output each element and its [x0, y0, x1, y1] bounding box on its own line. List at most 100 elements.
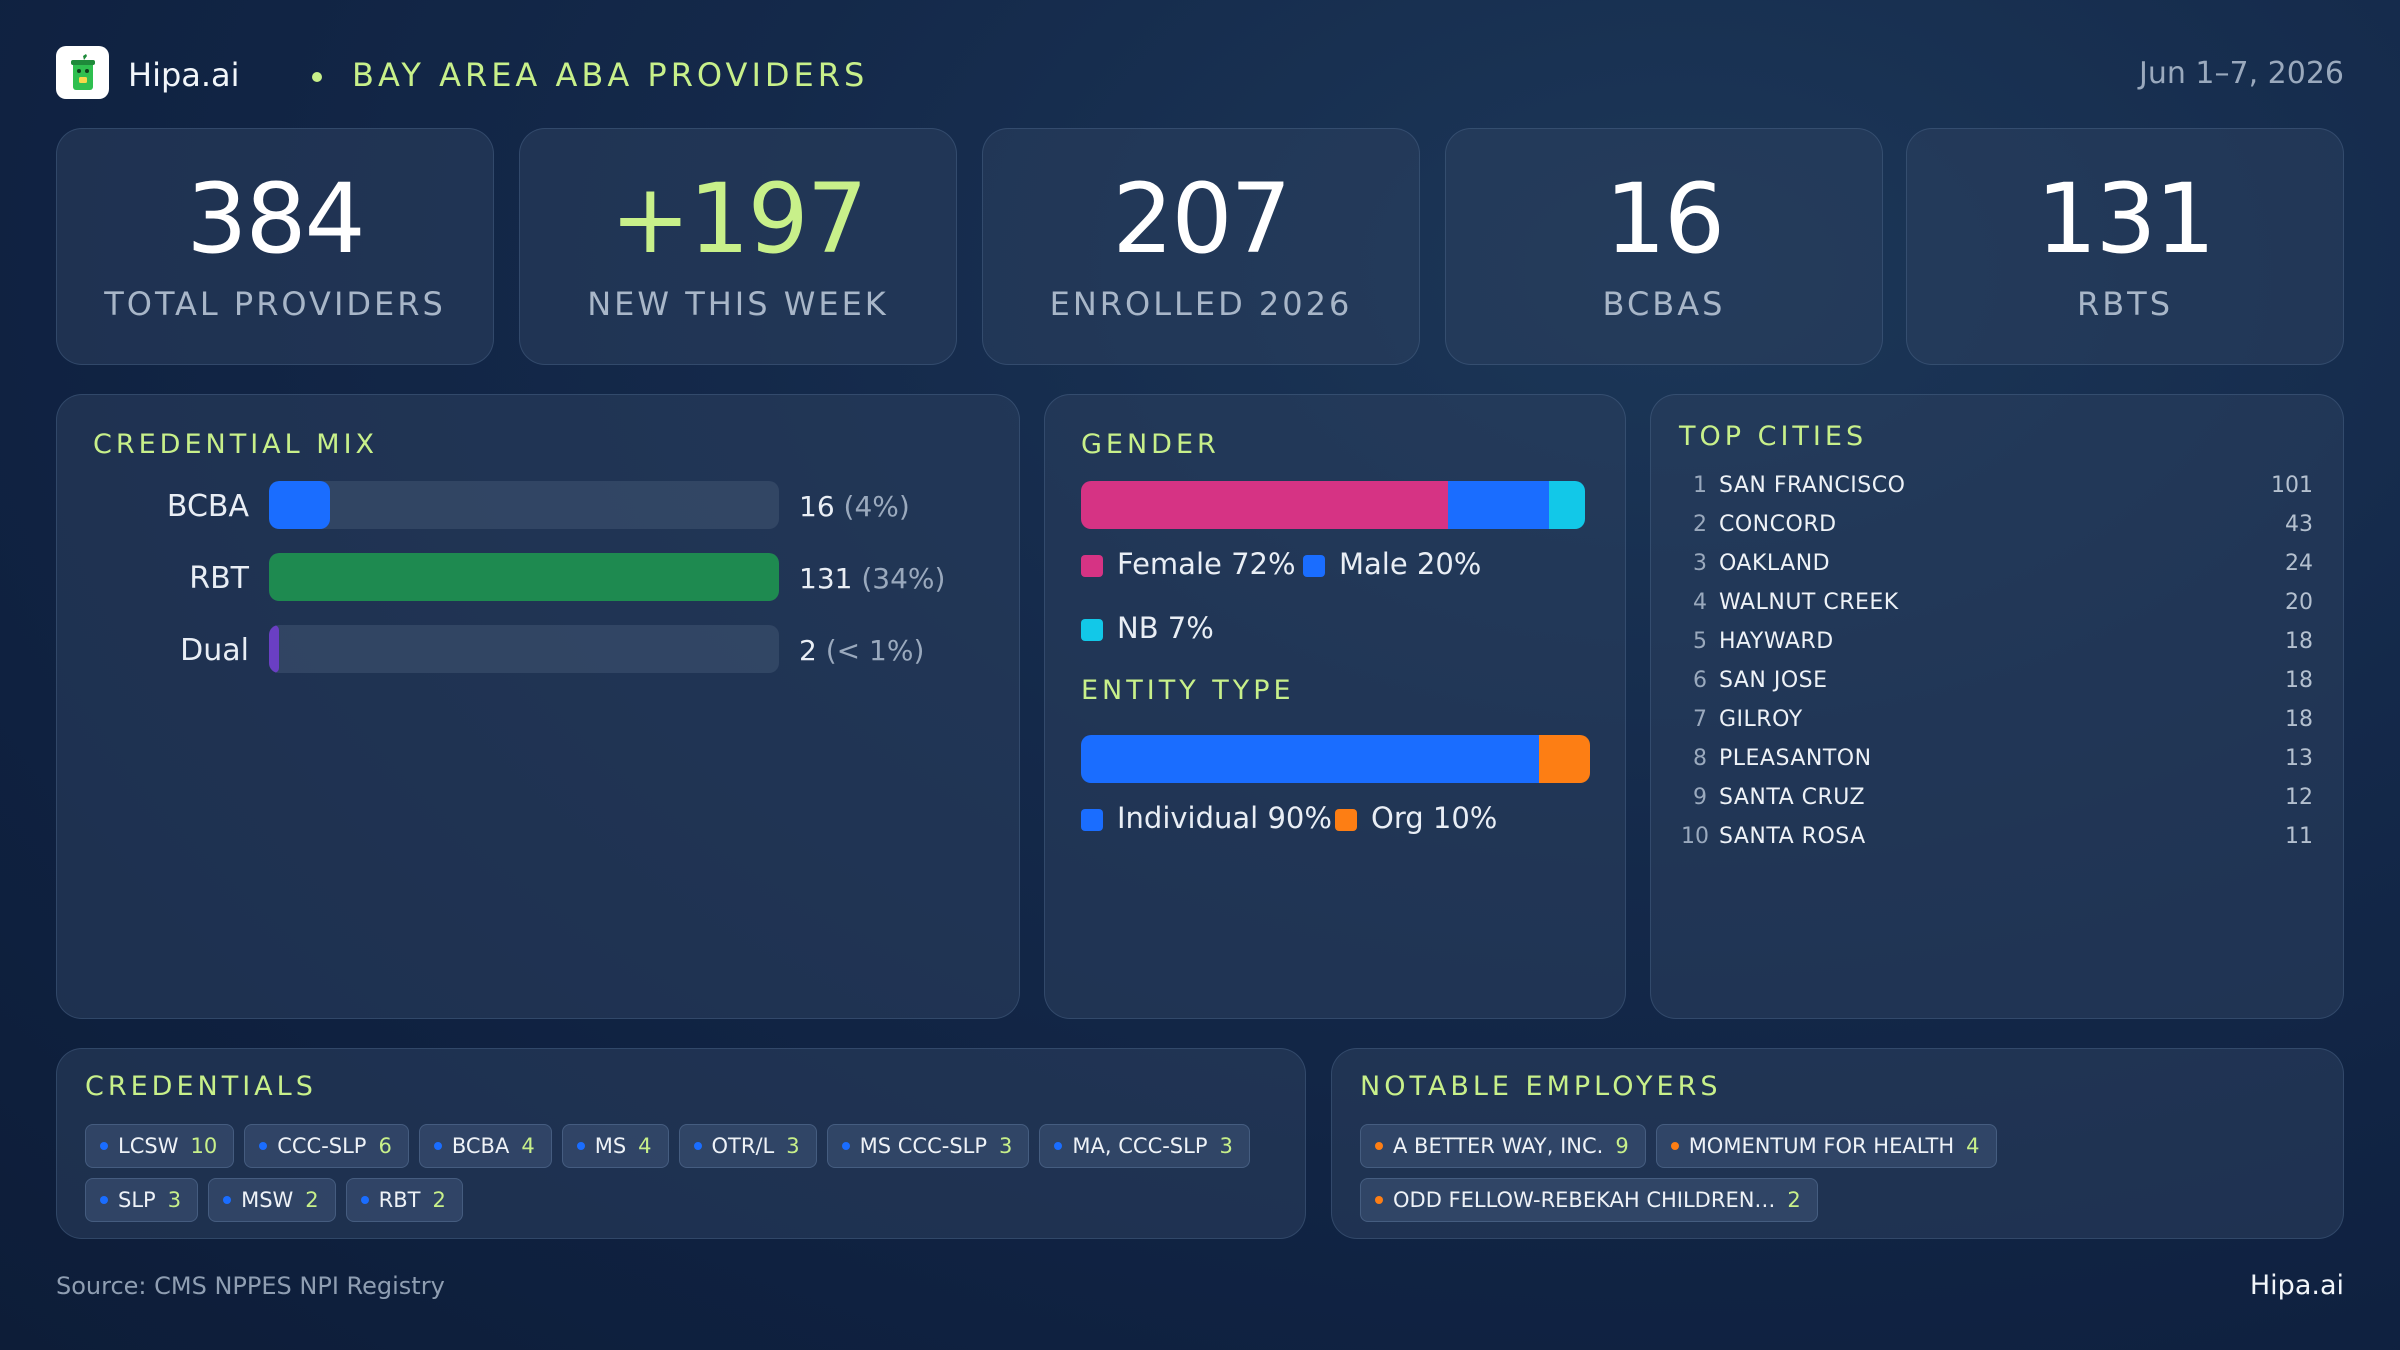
- cup-icon: [70, 53, 95, 90]
- stat-label: NEW THIS WEEK: [587, 285, 889, 323]
- city-name: SANTA ROSA: [1719, 824, 1866, 849]
- city-row: 7 GILROY 18: [1681, 707, 2313, 743]
- source-note: Source: CMS NPPES NPI Registry: [56, 1272, 445, 1300]
- chip-label: A BETTER WAY, INC.: [1393, 1134, 1604, 1158]
- credential-value: 16 (4%): [799, 490, 910, 523]
- credential-count: 16: [799, 490, 835, 523]
- chip-label: LCSW: [118, 1134, 179, 1158]
- city-row: 5 HAYWARD 18: [1681, 629, 2313, 665]
- bullet-dot-icon: [433, 1142, 442, 1150]
- chip-count: 2: [432, 1188, 446, 1212]
- bullet-dot-icon: [1054, 1142, 1063, 1150]
- city-rank: 2: [1693, 512, 1707, 537]
- bar-fill: [269, 625, 280, 673]
- legend-male: Male 20%: [1303, 547, 1481, 581]
- employer-chip[interactable]: A BETTER WAY, INC. 9: [1360, 1124, 1646, 1168]
- city-name: WALNUT CREEK: [1719, 590, 1899, 615]
- credential-chip[interactable]: BCBA 4: [418, 1124, 552, 1168]
- credential-chip[interactable]: OTR/L 3: [678, 1124, 817, 1168]
- stat-card-total-providers: 384 TOTAL PROVIDERS: [56, 128, 494, 365]
- credential-row: BCBA 16 (4%): [93, 481, 983, 531]
- city-count: 43: [2285, 512, 2313, 537]
- bar-fill: [269, 481, 331, 529]
- city-name: SANTA CRUZ: [1719, 785, 1866, 810]
- chip-label: MS CCC-SLP: [859, 1134, 988, 1158]
- credential-percent: (34%): [861, 562, 946, 595]
- city-rank: 5: [1693, 629, 1707, 654]
- bullet-dot-icon: [100, 1142, 108, 1150]
- chip-count: 4: [521, 1134, 535, 1158]
- chip-label: RBT: [378, 1188, 421, 1212]
- legend-org: Org 10%: [1335, 801, 1497, 835]
- city-count: 12: [2285, 785, 2313, 810]
- chip-count: 3: [1219, 1134, 1233, 1158]
- city-row: 9 SANTA CRUZ 12: [1681, 785, 2313, 821]
- city-row: 2 CONCORD 43: [1681, 512, 2313, 548]
- top-cities-panel: TOP CITIES 1 SAN FRANCISCO 101 2 CONCORD 43 3 O…: [1650, 394, 2344, 1019]
- credential-chip[interactable]: MSW 2: [208, 1178, 336, 1222]
- bullet-dot-icon: [576, 1142, 585, 1150]
- chip-count: 4: [1966, 1134, 1980, 1158]
- stat-value: 207: [1112, 163, 1291, 275]
- credential-chip[interactable]: MS 4: [561, 1124, 669, 1168]
- city-rank: 9: [1693, 785, 1707, 810]
- city-row: 8 PLEASANTON 13: [1681, 746, 2313, 782]
- gender-entity-panel: GENDER Female 72% Male 20% NB 7% ENTITY …: [1044, 394, 1626, 1019]
- credential-chip[interactable]: MA, CCC-SLP 3: [1039, 1124, 1250, 1168]
- stat-label: TOTAL PROVIDERS: [104, 285, 446, 323]
- bullet-dot-icon: [693, 1142, 702, 1150]
- chip-count: 2: [1787, 1188, 1801, 1212]
- date-range: Jun 1–7, 2026: [2138, 56, 2344, 91]
- bar-track: [269, 625, 779, 673]
- stack-segment: [1081, 481, 1448, 529]
- city-rank: 7: [1693, 707, 1707, 732]
- legend-label: NB 7%: [1117, 611, 1214, 645]
- legend-female: Female 72%: [1081, 547, 1296, 581]
- bullet-dot-icon: [259, 1142, 268, 1150]
- legend-swatch: [1081, 619, 1103, 641]
- header: Hipa.ai BAY AREA ABA PROVIDERS Jun 1–7, …: [56, 46, 2344, 102]
- legend-label: Individual 90%: [1117, 801, 1332, 835]
- credential-chip[interactable]: SLP 3: [85, 1178, 199, 1222]
- employer-chip[interactable]: ODD FELLOW-REBEKAH CHILDREN… 2: [1360, 1178, 1818, 1222]
- stat-label: ENROLLED 2026: [1049, 285, 1353, 323]
- bullet-dot-icon: [1375, 1142, 1383, 1150]
- chip-label: MS: [594, 1134, 627, 1158]
- chip-label: MOMENTUM FOR HEALTH: [1688, 1134, 1955, 1158]
- stat-card-rbts: 131 RBTS: [1906, 128, 2344, 365]
- city-rank: 3: [1693, 551, 1707, 576]
- chip-label: SLP: [118, 1188, 156, 1212]
- credential-chip[interactable]: CCC-SLP 6: [244, 1124, 409, 1168]
- credential-percent: (4%): [843, 490, 910, 523]
- city-rank: 1: [1693, 473, 1707, 498]
- city-rank: 8: [1693, 746, 1707, 771]
- credential-chip[interactable]: LCSW 10: [85, 1124, 235, 1168]
- chip-count: 9: [1615, 1134, 1629, 1158]
- entity-stacked-bar: [1081, 735, 1590, 783]
- chip-label: OTR/L: [711, 1134, 775, 1158]
- bullet-dot-icon: [223, 1196, 232, 1204]
- chip-label: ODD FELLOW-REBEKAH CHILDREN…: [1393, 1188, 1776, 1212]
- app-logo[interactable]: [56, 46, 109, 99]
- credential-count: 131: [799, 562, 853, 595]
- chip-count: 10: [190, 1134, 218, 1158]
- stat-label: BCBAS: [1602, 285, 1726, 323]
- credential-percent: (< 1%): [825, 634, 925, 667]
- employer-chip[interactable]: MOMENTUM FOR HEALTH 4: [1655, 1124, 1997, 1168]
- bullet-dot-icon: [100, 1196, 108, 1204]
- employer-chip-list: A BETTER WAY, INC. 9 MOMENTUM FOR HEALTH 4 O…: [1360, 1124, 2320, 1222]
- city-name: PLEASANTON: [1719, 746, 1872, 771]
- chip-count: 3: [786, 1134, 800, 1158]
- bar-fill: [269, 553, 779, 601]
- city-count: 18: [2285, 629, 2313, 654]
- legend-swatch: [1081, 809, 1103, 831]
- stat-label: RBTS: [2076, 285, 2174, 323]
- credential-chip[interactable]: RBT 2: [345, 1178, 463, 1222]
- city-count: 13: [2285, 746, 2313, 771]
- credential-chip[interactable]: MS CCC-SLP 3: [826, 1124, 1030, 1168]
- legend-swatch: [1335, 809, 1357, 831]
- stack-segment: [1447, 481, 1550, 529]
- section-title: CREDENTIALS: [85, 1071, 317, 1102]
- brand-name: Hipa.ai: [128, 56, 240, 94]
- credential-row: Dual 2 (< 1%): [93, 625, 983, 675]
